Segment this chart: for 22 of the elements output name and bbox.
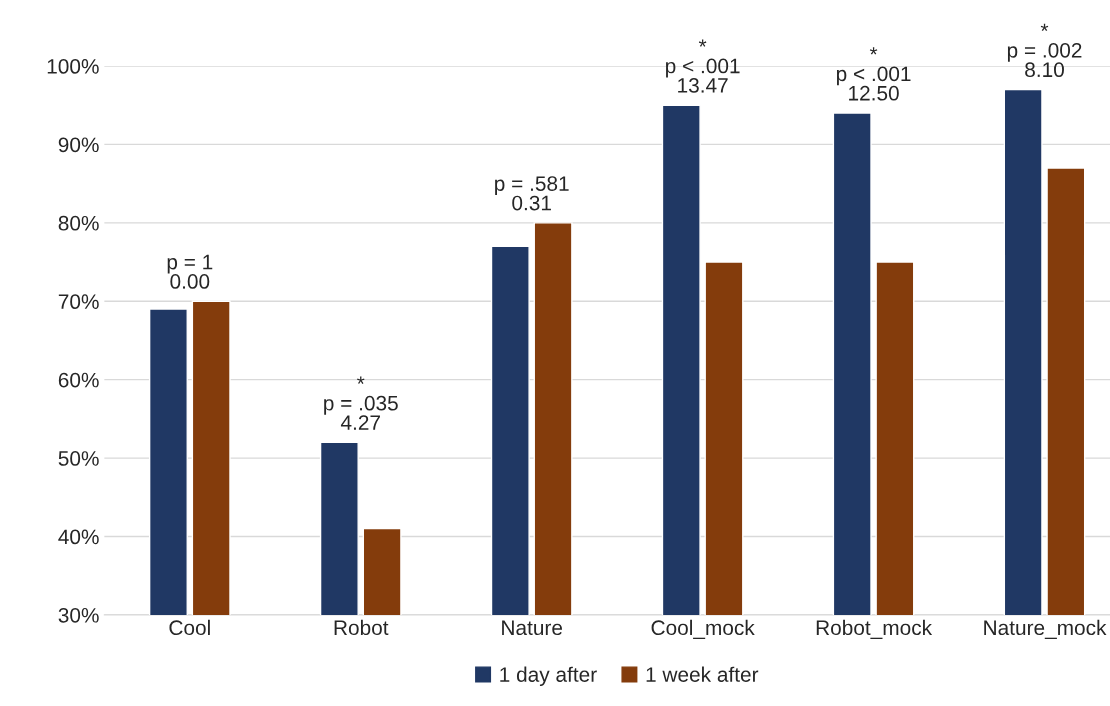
x-tick-label: Cool bbox=[169, 619, 210, 636]
annotation: * p < .001 12.50 bbox=[836, 47, 911, 101]
legend-label: 1 day after bbox=[500, 666, 597, 687]
y-tick-label: 60% bbox=[58, 372, 99, 388]
y-tick-label: 30% bbox=[58, 607, 99, 623]
x-tick-label: Robot_mock bbox=[816, 619, 933, 640]
y-tick-label: 90% bbox=[58, 137, 99, 153]
legend-label: 1 week after bbox=[646, 666, 759, 682]
x-tick-label: Nature_mock bbox=[984, 619, 1107, 640]
annotation: * p = .035 4.27 bbox=[324, 376, 398, 430]
y-tick-label: 80% bbox=[58, 215, 99, 231]
y-tick-label: 100% bbox=[47, 59, 99, 74]
x-tick-label: Robot bbox=[334, 619, 389, 636]
y-tick-label: 50% bbox=[58, 451, 99, 466]
y-tick-label: 40% bbox=[58, 529, 99, 545]
x-tick-label: Nature bbox=[502, 620, 563, 636]
annotation: p = .581 0.31 bbox=[495, 176, 569, 211]
annotation: * p < .001 13.47 bbox=[666, 39, 740, 93]
x-tick-label: Cool_mock bbox=[651, 619, 755, 640]
annotation: * p = .002 8.10 bbox=[1007, 23, 1082, 78]
y-tick-label: 70% bbox=[58, 294, 99, 310]
annotation: p = 1 0.00 bbox=[167, 254, 213, 289]
